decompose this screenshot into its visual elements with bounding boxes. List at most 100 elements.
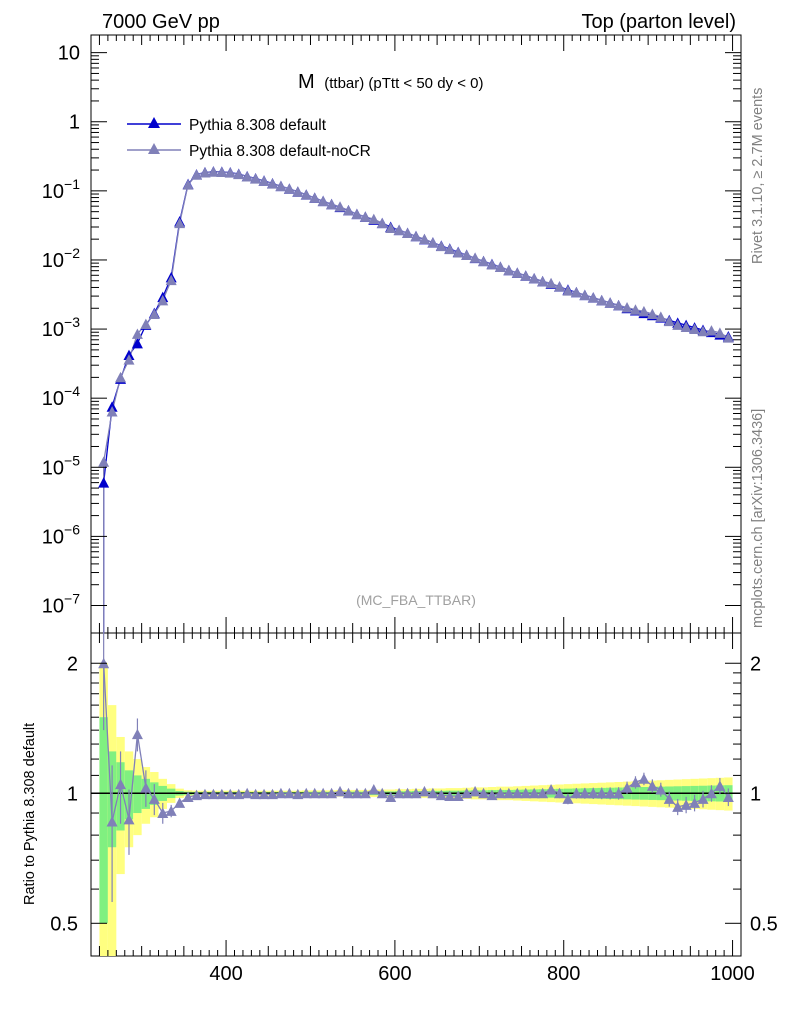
ratio-point bbox=[207, 788, 219, 800]
ratio-point bbox=[520, 787, 532, 799]
ratio-band-inner bbox=[133, 775, 142, 814]
series-point-1 bbox=[646, 308, 658, 319]
series-line-1 bbox=[103, 171, 729, 633]
ratio-point bbox=[435, 789, 447, 801]
ratio-point bbox=[351, 787, 363, 799]
series-point-1 bbox=[216, 166, 228, 178]
upper-y-tick-label: 10−1 bbox=[42, 176, 80, 203]
series-point-1 bbox=[385, 222, 397, 233]
series-point-1 bbox=[596, 294, 608, 306]
series-point-1 bbox=[402, 227, 414, 239]
legend-marker-nocr bbox=[148, 143, 160, 154]
x-tick-label: 600 bbox=[378, 963, 411, 985]
ratio-point bbox=[587, 787, 599, 799]
ratio-band-inner bbox=[99, 717, 108, 924]
ratio-point bbox=[646, 780, 658, 791]
ratio-point bbox=[250, 788, 262, 800]
series-point-1 bbox=[714, 327, 726, 338]
ratio-point bbox=[393, 787, 405, 799]
upper-layer bbox=[98, 166, 734, 633]
series-point-1 bbox=[191, 169, 203, 180]
series-point-1 bbox=[587, 292, 599, 303]
ratio-point bbox=[655, 784, 667, 795]
upper-y-tick-label: 10−3 bbox=[42, 314, 80, 341]
series-point-1 bbox=[140, 318, 152, 330]
series-point-1 bbox=[604, 297, 616, 308]
upper-y-tick-label: 10−4 bbox=[42, 383, 80, 410]
ratio-point bbox=[494, 787, 506, 799]
ratio-point bbox=[528, 787, 540, 799]
series-point-1 bbox=[722, 332, 734, 343]
series-point-1 bbox=[98, 456, 110, 467]
series-point-1 bbox=[148, 308, 160, 319]
ratio-point bbox=[663, 793, 675, 804]
ratio-point bbox=[191, 789, 203, 801]
ratio-point bbox=[511, 787, 523, 799]
series-point-1 bbox=[478, 255, 490, 267]
series-point-1 bbox=[233, 168, 245, 180]
upper-y-tick-label: 10−2 bbox=[42, 245, 80, 272]
legend: Pythia 8.308 default Pythia 8.308 defaul… bbox=[127, 117, 371, 160]
ratio-y-tick-label: 1 bbox=[67, 783, 78, 805]
axes-layer: 10 1 10−1 10−2 10−3 10−4 10−5 10−6 10−7 2 2 1 1 0.5 0.… bbox=[42, 35, 778, 985]
ratio-point bbox=[621, 782, 633, 793]
ratio-point bbox=[478, 787, 490, 799]
ratio-point bbox=[216, 788, 228, 800]
ratio-y-label: Ratio to Pythia 8.308 default bbox=[22, 723, 38, 905]
series-point-1 bbox=[697, 325, 709, 337]
series-point-1 bbox=[511, 267, 523, 278]
series-point-1 bbox=[427, 237, 439, 248]
series-point-1 bbox=[705, 325, 717, 336]
series-point-1 bbox=[157, 294, 169, 306]
ratio-point bbox=[545, 784, 557, 795]
series-point-1 bbox=[309, 192, 321, 203]
plot-title-sub: (ttbar) (pTtt < 50 dy < 0) bbox=[324, 75, 483, 92]
series-point-1 bbox=[469, 252, 481, 263]
series-point-1 bbox=[570, 286, 582, 298]
series-point-1 bbox=[435, 240, 447, 252]
ratio-point bbox=[148, 793, 160, 804]
series-point-1 bbox=[655, 311, 667, 322]
ratio-point bbox=[689, 797, 701, 808]
ratio-point bbox=[342, 787, 354, 799]
ratio-point bbox=[469, 785, 481, 797]
ratio-point bbox=[309, 787, 321, 799]
upper-y-tick-label: 10−7 bbox=[42, 590, 80, 617]
ratio-point bbox=[359, 787, 371, 799]
ratio-point bbox=[672, 801, 684, 812]
series-point-1 bbox=[663, 315, 675, 327]
ratio-point bbox=[283, 787, 295, 799]
series-point-1 bbox=[131, 328, 143, 339]
ratio-point bbox=[629, 776, 641, 788]
series-point-1 bbox=[123, 354, 135, 365]
ratio-y-tick-label-right: 1 bbox=[750, 783, 761, 805]
series-point-0 bbox=[98, 477, 110, 488]
ratio-point bbox=[596, 787, 608, 799]
ratio-point bbox=[680, 799, 692, 810]
series-point-1 bbox=[444, 243, 456, 255]
series-point-1 bbox=[545, 277, 557, 289]
series-point-1 bbox=[629, 304, 641, 315]
series-point-1 bbox=[165, 274, 177, 286]
series-point-1 bbox=[115, 371, 127, 383]
ratio-point bbox=[714, 780, 726, 791]
x-tick-label: 1000 bbox=[710, 963, 755, 985]
ratio-point bbox=[317, 787, 329, 799]
ratio-point bbox=[503, 787, 515, 799]
ratio-panel-frame bbox=[90, 632, 742, 957]
legend-label-default: Pythia 8.308 default bbox=[189, 117, 327, 134]
series-point-1 bbox=[486, 258, 498, 270]
series-point-1 bbox=[368, 213, 380, 225]
ratio-point bbox=[385, 791, 397, 803]
series-point-1 bbox=[638, 305, 650, 317]
ratio-point bbox=[705, 787, 717, 799]
series-point-1 bbox=[250, 173, 262, 184]
ratio-point bbox=[233, 788, 245, 800]
series-point-1 bbox=[410, 230, 422, 242]
legend-marker-default bbox=[148, 117, 160, 128]
ratio-point bbox=[258, 788, 270, 800]
series-point-1 bbox=[554, 281, 566, 292]
ratio-point bbox=[140, 782, 152, 793]
ratio-point bbox=[486, 789, 498, 801]
